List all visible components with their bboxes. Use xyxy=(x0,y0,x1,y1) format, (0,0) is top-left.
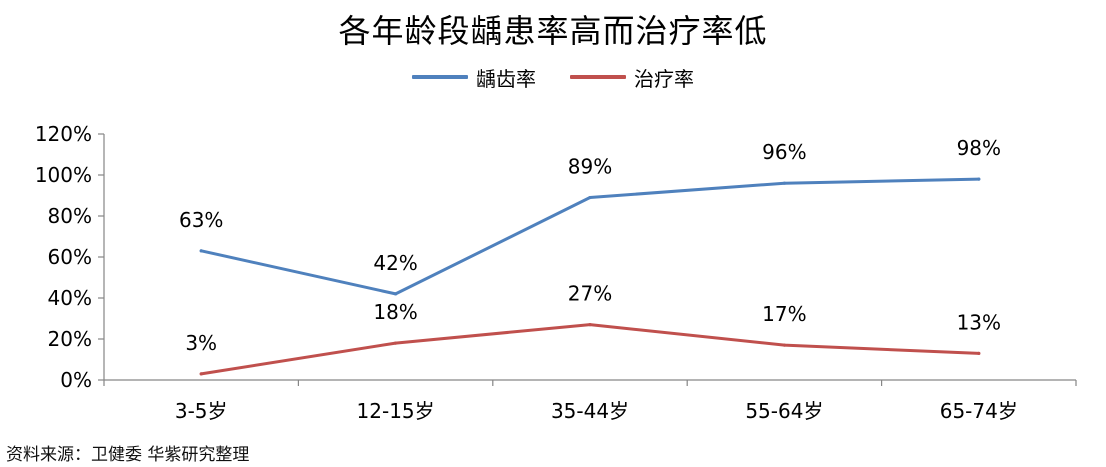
data-point-caries-rate xyxy=(588,195,592,200)
line-chart: 0% 20% 40% 60% 80% 100% 120% 3-5岁 12-15岁 35-44岁 55… xyxy=(35,122,1077,423)
data-label-treatment-rate: 13% xyxy=(957,310,1001,334)
y-tick-label: 20% xyxy=(48,327,92,351)
source-note: 资料来源：卫健委 华紫研究整理 xyxy=(6,445,250,465)
series-line-treatment-rate xyxy=(199,323,981,376)
y-tick-label: 100% xyxy=(35,163,92,187)
data-label-caries-rate: 96% xyxy=(762,140,806,164)
legend-swatch-treatment-rate xyxy=(570,75,626,79)
data-label-caries-rate: 89% xyxy=(568,155,612,179)
legend-swatch-caries-rate xyxy=(412,75,468,79)
data-label-caries-rate: 42% xyxy=(373,251,417,275)
data-point-caries-rate xyxy=(394,292,398,296)
data-label-treatment-rate: 3% xyxy=(185,331,217,355)
y-tick-label: 80% xyxy=(48,204,92,228)
data-point-treatment-rate xyxy=(394,341,398,345)
legend: 龋齿率 治疗率 xyxy=(0,62,1106,92)
y-tick-label: 40% xyxy=(48,286,92,310)
y-tick-label: 0% xyxy=(60,368,92,392)
y-tick-label: 120% xyxy=(35,122,92,146)
chart-title: 各年龄段龋患率高而治疗率低 xyxy=(338,12,768,50)
y-tick-label: 60% xyxy=(48,245,92,269)
x-tick-label: 12-15岁 xyxy=(357,399,435,423)
legend-label-caries-rate: 龋齿率 xyxy=(476,66,536,91)
data-label-treatment-rate: 27% xyxy=(568,282,612,306)
data-point-treatment-rate xyxy=(782,343,787,347)
x-tick-label: 3-5岁 xyxy=(175,399,228,423)
data-point-treatment-rate xyxy=(977,351,981,355)
legend-label-treatment-rate: 治疗率 xyxy=(634,66,694,91)
legend-item-treatment-rate: 治疗率 xyxy=(570,63,694,92)
legend-item-caries-rate: 龋齿率 xyxy=(412,63,536,92)
data-label-caries-rate: 63% xyxy=(179,208,223,232)
data-point-treatment-rate xyxy=(199,372,203,376)
data-point-treatment-rate xyxy=(588,323,592,327)
x-tick-label: 35-44岁 xyxy=(551,399,629,423)
data-label-treatment-rate: 18% xyxy=(373,300,417,324)
data-label-caries-rate: 98% xyxy=(957,136,1001,160)
x-tick-label: 65-74岁 xyxy=(940,399,1018,423)
data-label-treatment-rate: 17% xyxy=(762,302,806,326)
data-point-caries-rate xyxy=(199,249,203,253)
data-point-caries-rate xyxy=(977,177,981,181)
data-point-caries-rate xyxy=(782,181,787,185)
x-tick-label: 55-64岁 xyxy=(745,399,823,423)
